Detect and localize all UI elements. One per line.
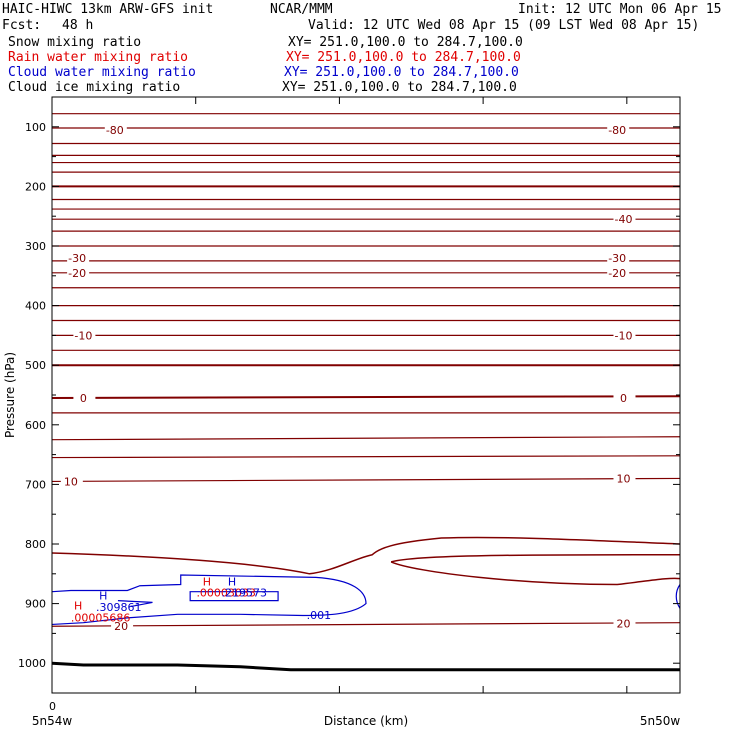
x-right-label: 5n50w [640, 714, 681, 728]
field-rain-xy: XY= 251.0,100.0 to 284.7,100.0 [286, 50, 521, 65]
header-init: Init: 12 UTC Mon 06 Apr 15 [518, 2, 722, 17]
field-rain-name: Rain water mixing ratio [8, 50, 189, 65]
isotherm-label-bg [67, 266, 90, 279]
header-org: NCAR/MMM [270, 2, 333, 17]
isotherm-wavy-mid [390, 553, 681, 563]
annotation-label: .219573 [222, 586, 268, 599]
isotherm-wavy-lower [390, 561, 681, 586]
y-tick-label: 100 [25, 121, 46, 134]
y-tick-label: 1000 [18, 657, 46, 670]
isotherm-label: 10 [64, 475, 78, 488]
field-cloudice-name: Cloud ice mixing ratio [8, 80, 181, 95]
y-tick-label: 900 [25, 598, 46, 611]
isotherm-label: -10 [614, 329, 632, 342]
isotherm-label-bg [607, 251, 630, 264]
isotherm-label: -30 [608, 252, 626, 265]
field-cloudice-xy: XY= 251.0,100.0 to 284.7,100.0 [282, 80, 517, 95]
annotation-label: .00003033 [196, 586, 256, 599]
isotherm-lines: -80 -80 -40 -30 -30 -20 -20 -10 -10 0 0 10 10 20 20 [51, 113, 681, 633]
field-snow-xy: XY= 251.0,100.0 to 284.7,100.0 [288, 35, 523, 50]
header-fcst-label: Fcst: [2, 18, 42, 33]
cloud-water-label: .001 [307, 609, 332, 622]
x-axis-ticks [51, 97, 628, 693]
isotherm-line [51, 395, 681, 399]
isotherm-label-bg [73, 391, 96, 404]
annotation-label: H [228, 576, 236, 589]
isotherm-label-bg [67, 251, 90, 264]
field-cloudwater-xy: XY= 251.0,100.0 to 284.7,100.0 [284, 65, 519, 80]
header-valid: Valid: 12 UTC Wed 08 Apr 15 (09 LST Wed … [308, 18, 700, 33]
isotherm-label: 0 [80, 392, 87, 405]
isotherm-label-bg [607, 266, 630, 279]
annotation-label: H [203, 576, 211, 589]
terrain-line [51, 661, 680, 672]
cloud-water-edge [675, 584, 681, 609]
header-fcst-value: 48 h [62, 18, 94, 33]
y-axis-label: Pressure (hPa) [3, 352, 17, 438]
annotation-label: H [74, 600, 82, 613]
field-snow-name: Snow mixing ratio [8, 35, 142, 50]
x-start-value: 0 [49, 700, 56, 713]
isotherm-label-bg [613, 329, 636, 342]
isotherm-label: 20 [114, 620, 128, 633]
isotherm-line [51, 477, 681, 483]
isotherm-label: -20 [608, 267, 626, 280]
annotation-label: .309861 [96, 601, 141, 614]
cloud-water-contour [51, 574, 367, 626]
cloud-water-core [189, 591, 279, 602]
isotherm-wavy-upper [51, 536, 681, 575]
isotherm-label-bg [613, 213, 636, 226]
isotherm-label: -40 [614, 213, 632, 226]
isotherm-label-bg [104, 123, 127, 136]
isotherm-label: 10 [616, 472, 630, 485]
x-left-label: 5n54w [32, 714, 73, 728]
isotherm-label-bg [60, 475, 83, 488]
field-cloudwater-name: Cloud water mixing ratio [8, 65, 196, 80]
isotherm-label: 0 [620, 392, 627, 405]
annotation-label: .00005686 [71, 611, 131, 624]
y-tick-label: 700 [25, 478, 46, 491]
isotherm-label-bg [613, 617, 636, 630]
isotherm-label-bg [613, 391, 636, 404]
isotherm-label-bg [613, 472, 636, 485]
x-axis-label: Distance (km) [324, 714, 408, 728]
isotherm-20 [51, 622, 681, 627]
isotherm-label: -80 [106, 124, 124, 137]
header-title: HAIC-HIWC 13km ARW-GFS init [2, 2, 214, 17]
y-tick-label: 800 [25, 538, 46, 551]
annotation-label: H [99, 589, 107, 602]
y-tick-label: 200 [25, 180, 46, 193]
isotherm-label-bg [607, 123, 630, 136]
y-tick-label: 300 [25, 240, 46, 253]
isotherm-label-bg [111, 620, 134, 633]
isotherm-line [51, 436, 681, 441]
cloud-water-contours: .001 [51, 574, 681, 626]
isotherm-label: -20 [68, 267, 86, 280]
isotherm-label: -30 [68, 252, 86, 265]
isotherm-label: -10 [74, 329, 92, 342]
y-tick-label: 600 [25, 419, 46, 432]
isotherm-line [51, 455, 681, 459]
isotherm-label: -80 [608, 124, 626, 137]
isotherm-label: 20 [616, 617, 630, 630]
y-tick-label: 500 [25, 359, 46, 372]
cloud-water-inner [117, 600, 153, 608]
isotherm-label-bg [73, 329, 96, 342]
y-tick-label: 400 [25, 300, 46, 313]
